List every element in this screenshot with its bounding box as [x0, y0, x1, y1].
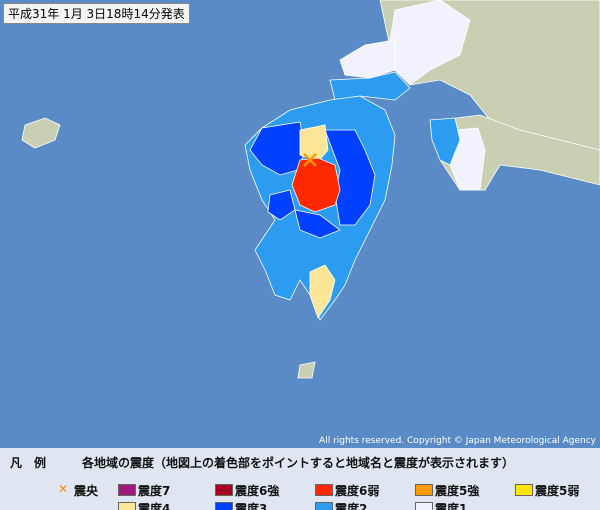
copyright: All rights reserved. Copyright © Japan M…	[319, 436, 596, 446]
region-shindo-6-lower[interactable]	[291, 157, 341, 213]
land	[21, 117, 61, 149]
map	[21, 0, 600, 379]
region-shindo-3[interactable]	[249, 121, 306, 176]
legend-swatch	[415, 502, 433, 510]
land	[297, 361, 316, 379]
legend-swatch	[415, 484, 433, 496]
legend-label: 震度2	[335, 502, 368, 510]
legend-swatch	[215, 502, 233, 510]
legend-swatch	[515, 484, 533, 496]
legend-swatch	[315, 502, 333, 510]
legend-swatch	[315, 484, 333, 496]
epicenter-label: 震央	[74, 484, 99, 498]
legend-label: 震度6弱	[335, 484, 380, 498]
legend-label: 震度4	[138, 502, 171, 510]
region-shindo-3[interactable]	[267, 189, 296, 221]
legend-label: 震度6強	[235, 484, 280, 498]
epicenter-symbol: ✕	[58, 482, 69, 496]
region-shindo-3[interactable]	[294, 209, 341, 239]
legend-title: 凡 例	[10, 456, 47, 470]
legend-label: 震度5強	[435, 484, 480, 498]
legend: 凡 例 各地域の震度（地図上の着色部をポイントすると地域名と震度が表示されます）…	[0, 448, 600, 510]
region-shindo-1[interactable]	[339, 39, 396, 79]
region-shindo-2[interactable]	[429, 117, 461, 166]
legend-label: 震度3	[235, 502, 268, 510]
legend-description: 各地域の震度（地図上の着色部をポイントすると地域名と震度が表示されます）	[82, 456, 515, 470]
header-title: 平成31年 1月 3日18時14分発表	[3, 3, 190, 24]
legend-swatch	[118, 484, 136, 496]
region-shindo-4[interactable]	[299, 124, 329, 163]
legend-label: 震度7	[138, 484, 171, 498]
legend-label: 震度1	[435, 502, 468, 510]
legend-label: 震度5弱	[535, 484, 580, 498]
region-shindo-4[interactable]	[309, 264, 336, 319]
epicenter-mark	[303, 153, 317, 167]
legend-swatch	[118, 502, 136, 510]
legend-swatch	[215, 484, 233, 496]
